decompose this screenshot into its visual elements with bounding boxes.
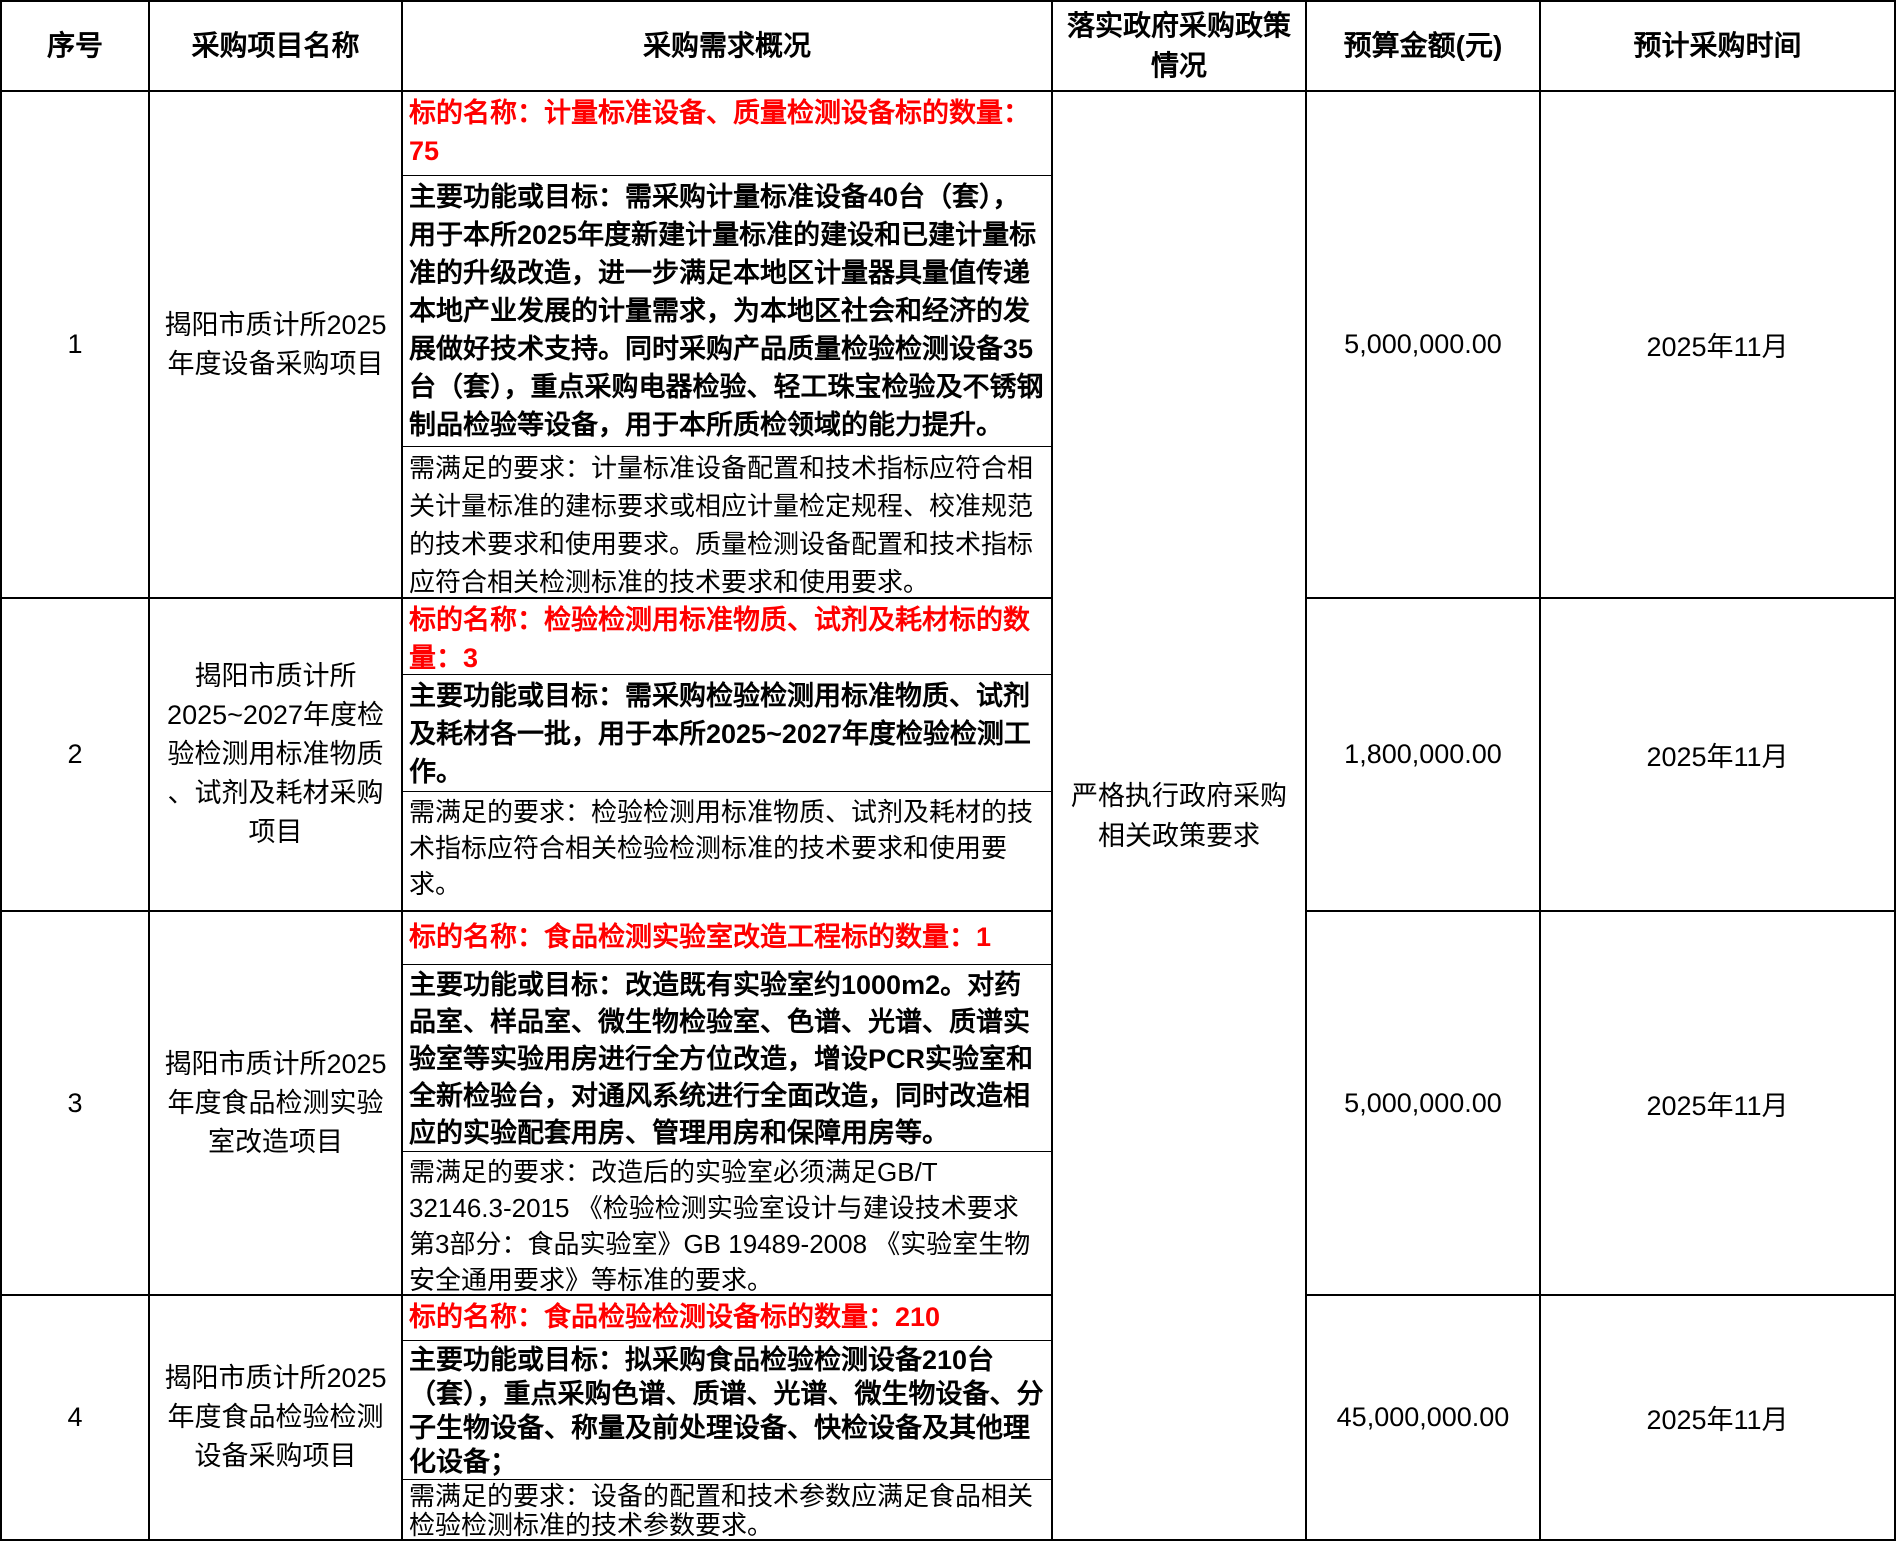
row-4-no: 4 xyxy=(2,1296,150,1541)
row-2-target-name: 标的名称：检验检测用标准物质、试剂及耗材标的数量：3 xyxy=(403,599,1051,675)
row-4-project-name: 揭阳市质计所2025 年度食品检验检测 设备采购项目 xyxy=(150,1296,403,1541)
row-3-requirement: 需满足的要求：改造后的实验室必须满足GB/T 32146.3-2015 《检验检… xyxy=(409,1157,1031,1294)
row-1-budget: 5,000,000.00 xyxy=(1307,92,1541,599)
row-2-no: 2 xyxy=(2,599,150,912)
row-1-function: 主要功能或目标：需采购计量标准设备40台（套），用于本所2025年度新建计量标准… xyxy=(403,176,1051,447)
row-2-project-name: 揭阳市质计所 2025~2027年度检 验检测用标准物质 、试剂及耗材采购 项目 xyxy=(150,599,403,912)
header-demand-overview: 采购需求概况 xyxy=(403,2,1053,92)
row-4-demand: 标的名称：食品检验检测设备标的数量：210 主要功能或目标：拟采购食品检验检测设… xyxy=(403,1296,1053,1541)
row-3-demand: 标的名称：食品检测实验室改造工程标的数量：1 主要功能或目标：改造既有实验室约1… xyxy=(403,912,1053,1296)
row-2-demand: 标的名称：检验检测用标准物质、试剂及耗材标的数量：3 主要功能或目标：需采购检验… xyxy=(403,599,1053,912)
row-1-requirement: 需满足的要求：计量标准设备配置和技术指标应符合相关计量标准的建标要求或相应计量检… xyxy=(409,453,1034,597)
row-1-demand: 标的名称：计量标准设备、质量检测设备标的数量：75 主要功能或目标：需采购计量标… xyxy=(403,92,1053,599)
header-no: 序号 xyxy=(2,2,150,92)
row-4-target-name: 标的名称：食品检验检测设备标的数量：210 xyxy=(403,1296,1051,1341)
row-3-no: 3 xyxy=(2,912,150,1296)
row-4-budget: 45,000,000.00 xyxy=(1307,1296,1541,1541)
row-3-function: 主要功能或目标：改造既有实验室约1000m2。对药品室、样品室、微生物检验室、色… xyxy=(403,965,1051,1152)
row-3-budget: 5,000,000.00 xyxy=(1307,912,1541,1296)
row-3-target-name: 标的名称：食品检测实验室改造工程标的数量：1 xyxy=(403,912,1051,965)
header-budget: 预算金额(元) xyxy=(1307,2,1541,92)
row-4-function: 主要功能或目标：拟采购食品检验检测设备210台（套），重点采购色谱、质谱、光谱、… xyxy=(403,1341,1051,1480)
row-4-requirement: 需满足的要求：设备的配置和技术参数应满足食品相关检验检测标准的技术参数要求。 xyxy=(409,1481,1034,1540)
policy-merged-cell: 严格执行政府采购 相关政策要求 xyxy=(1053,92,1307,1541)
row-1-time: 2025年11月 xyxy=(1541,92,1896,599)
row-4-time: 2025年11月 xyxy=(1541,1296,1896,1541)
row-1-target-name: 标的名称：计量标准设备、质量检测设备标的数量：75 xyxy=(403,92,1051,176)
header-policy: 落实政府采购政策 情况 xyxy=(1053,2,1307,92)
row-2-function: 主要功能或目标：需采购检验检测用标准物质、试剂及耗材各一批，用于本所2025~2… xyxy=(403,675,1051,792)
row-3-project-name: 揭阳市质计所2025 年度食品检测实验 室改造项目 xyxy=(150,912,403,1296)
row-2-budget: 1,800,000.00 xyxy=(1307,599,1541,912)
row-1-no: 1 xyxy=(2,92,150,599)
row-2-time: 2025年11月 xyxy=(1541,599,1896,912)
header-time: 预计采购时间 xyxy=(1541,2,1896,92)
header-project-name: 采购项目名称 xyxy=(150,2,403,92)
row-2-requirement: 需满足的要求：检验检测用标准物质、试剂及耗材的技术指标应符合相关检验检测标准的技… xyxy=(409,797,1034,899)
row-3-time: 2025年11月 xyxy=(1541,912,1896,1296)
row-1-project-name: 揭阳市质计所2025 年度设备采购项目 xyxy=(150,92,403,599)
